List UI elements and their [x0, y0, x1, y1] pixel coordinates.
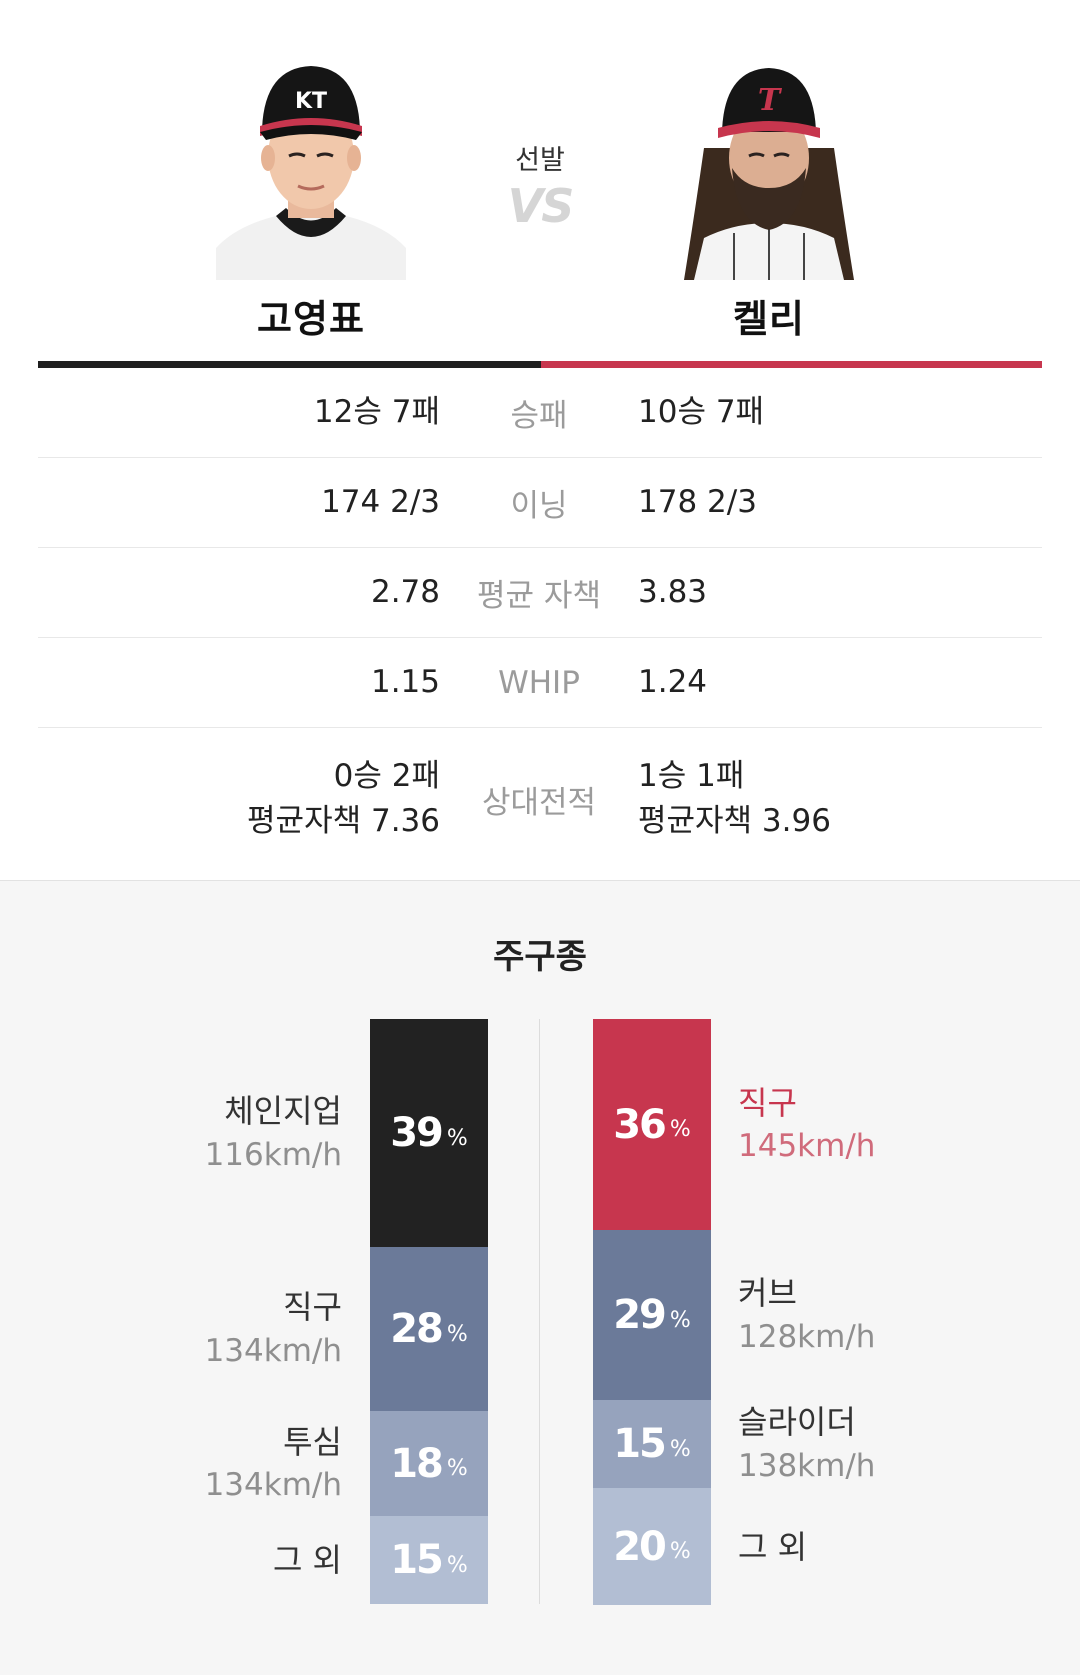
pitch-name: 커브 [738, 1274, 797, 1312]
pitch-speed: 134km/h [204, 1332, 342, 1369]
pitch-speed: 134km/h [204, 1467, 342, 1504]
right-pitch-segment: 36% [593, 1019, 711, 1230]
right-stat-value: 3.83 [638, 574, 708, 611]
pitch-percent: 18 [390, 1440, 444, 1487]
right-pitch-label: 커브 128km/h [738, 1271, 875, 1359]
pitch-mix-title: 주구종 [493, 937, 587, 977]
left-pitch-bar: 39% 28% 18% 15% [370, 1019, 488, 1604]
left-pitch-label: 투심 134km/h [205, 1420, 342, 1508]
pitch-percent-unit: % [669, 1117, 691, 1142]
right-player-name: 켈리 [733, 297, 805, 341]
starter-label: 선발 [515, 145, 565, 176]
stat-label: WHIP [498, 664, 580, 701]
left-player-avatar-icon: KT [216, 66, 406, 280]
left-player-name: 고영표 [257, 297, 365, 341]
pitch-speed: 116km/h [204, 1136, 342, 1173]
pitch-name: 직구 [738, 1083, 797, 1122]
pitch-percent: 29 [613, 1292, 667, 1338]
stat-row-innings: 174 2/3 이닝 178 2/3 [38, 458, 1042, 548]
svg-text:KT: KT [295, 89, 327, 114]
right-stat-value: 1.24 [638, 664, 708, 701]
stat-row-whip: 1.15 WHIP 1.24 [38, 638, 1042, 728]
vs-text: VS [507, 179, 575, 233]
right-player-avatar-icon: T [684, 68, 854, 280]
pitch-name: 직구 [283, 1288, 342, 1326]
pitch-mix-section: 주구종 39% 28% 18% 15% 36% 29% 15% 20% 체인지업 116km/… [0, 880, 1080, 1675]
right-pitch-label: 슬라이더 138km/h [738, 1400, 875, 1488]
pitch-percent: 39 [390, 1110, 444, 1156]
pitch-speed: 138km/h [738, 1447, 876, 1484]
left-player-photo: KT [216, 58, 406, 280]
pitch-percent-unit: % [446, 1125, 468, 1151]
vs-block: 선발 VS [490, 138, 590, 233]
left-pitch-segment: 15% [370, 1516, 488, 1604]
pitch-name: 체인지업 [224, 1092, 342, 1130]
pitch-percent: 28 [390, 1306, 444, 1352]
stat-label: 승패 [510, 398, 568, 434]
stat-row-era: 2.78 평균 자책 3.83 [38, 548, 1042, 638]
stat-label: 이닝 [510, 488, 568, 524]
pitch-speed: 145km/h [738, 1128, 876, 1165]
svg-text:T: T [758, 83, 783, 118]
left-pitch-label: 그 외 [273, 1538, 342, 1583]
right-player-photo: T [674, 58, 864, 280]
right-pitch-segment: 15% [593, 1400, 711, 1488]
stat-label: 상대전적 [481, 784, 597, 821]
pitch-percent: 20 [613, 1523, 667, 1570]
pitch-name: 그 외 [272, 1541, 342, 1579]
pitch-percent-unit: % [669, 1539, 691, 1564]
right-h2h-record: 1승 1패 [638, 758, 745, 795]
pitch-percent: 36 [613, 1101, 667, 1148]
pitch-percent-unit: % [446, 1456, 468, 1481]
right-stat-value: 1승 1패 평균자책 3.96 [638, 754, 1042, 844]
left-stat-value: 174 2/3 [321, 484, 440, 521]
pitch-percent-unit: % [446, 1552, 468, 1578]
matchup-header: KT 고영표 선발 VS [0, 0, 1080, 368]
left-pitch-segment: 28% [370, 1247, 488, 1411]
left-team-bar [38, 361, 541, 368]
right-pitch-segment: 29% [593, 1230, 711, 1400]
left-pitch-label: 직구 134km/h [205, 1285, 342, 1373]
right-player[interactable]: T 켈리 [674, 58, 864, 343]
pitch-percent-unit: % [446, 1321, 468, 1347]
left-h2h-era: 평균자책 7.36 [247, 803, 440, 839]
left-stat-value: 0승 2패 평균자책 7.36 [38, 754, 440, 844]
right-pitch-bar: 36% 29% 15% 20% [593, 1019, 711, 1605]
pitch-percent-unit: % [669, 1307, 691, 1333]
right-stat-value: 10승 7패 [638, 394, 765, 431]
pitch-name: 그 외 [738, 1527, 808, 1566]
right-pitch-label: 직구 145km/h [738, 1081, 875, 1169]
left-stat-value: 12승 7패 [313, 394, 440, 431]
right-h2h-era: 평균자책 3.96 [638, 803, 831, 839]
right-stat-value: 178 2/3 [638, 484, 757, 521]
right-pitch-label: 그 외 [738, 1525, 807, 1570]
left-h2h-record: 0승 2패 [333, 758, 440, 795]
stats-table: 12승 7패 승패 10승 7패 174 2/3 이닝 178 2/3 2.78… [38, 368, 1042, 870]
pitch-percent-unit: % [669, 1436, 691, 1462]
right-team-bar [541, 361, 1042, 368]
pitch-name: 슬라이더 [738, 1403, 856, 1441]
pitch-percent: 15 [390, 1537, 444, 1583]
left-pitch-segment: 18% [370, 1411, 488, 1516]
left-stat-value: 1.15 [370, 664, 440, 701]
left-stat-value: 2.78 [370, 574, 440, 611]
left-pitch-label: 체인지업 116km/h [205, 1089, 342, 1177]
pitch-divider [539, 1019, 540, 1604]
pitch-name: 투심 [283, 1422, 342, 1461]
stat-row-record: 12승 7패 승패 10승 7패 [38, 368, 1042, 458]
pitch-speed: 128km/h [738, 1318, 876, 1355]
right-pitch-segment: 20% [593, 1488, 711, 1605]
stat-label: 평균 자책 [477, 578, 601, 614]
pitch-percent: 15 [613, 1421, 667, 1467]
stat-row-head-to-head: 0승 2패 평균자책 7.36 상대전적 1승 1패 평균자책 3.96 [38, 728, 1042, 870]
left-pitch-segment: 39% [370, 1019, 488, 1247]
left-player[interactable]: KT 고영표 [216, 58, 406, 343]
